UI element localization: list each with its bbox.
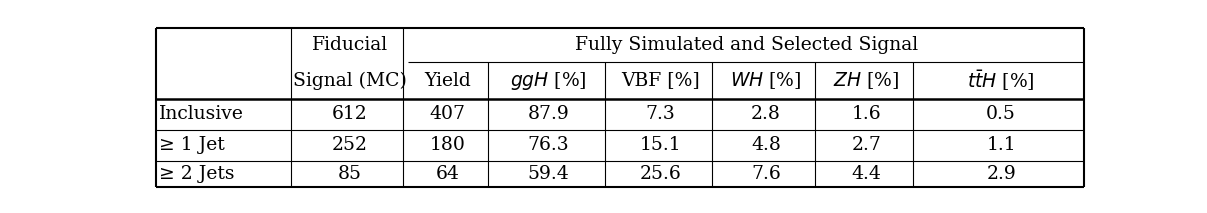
Text: 85: 85 [338,165,362,183]
Text: 4.8: 4.8 [751,136,781,154]
Text: 15.1: 15.1 [640,136,682,154]
Text: 7.6: 7.6 [751,165,781,183]
Text: ≥ 1 Jet: ≥ 1 Jet [159,136,225,154]
Text: 25.6: 25.6 [640,165,682,183]
Text: VBF [%]: VBF [%] [622,72,700,89]
Text: $ZH$ [%]: $ZH$ [%] [833,70,899,91]
Text: 2.8: 2.8 [751,105,781,123]
Text: 612: 612 [332,105,367,123]
Text: 180: 180 [430,136,466,154]
Text: 1.6: 1.6 [852,105,881,123]
Text: 7.3: 7.3 [646,105,676,123]
Text: 64: 64 [436,165,460,183]
Text: Yield: Yield [425,72,471,89]
Text: 1.1: 1.1 [986,136,1016,154]
Text: Inclusive: Inclusive [159,105,244,123]
Text: 0.5: 0.5 [986,105,1016,123]
Text: Signal (MC): Signal (MC) [293,71,407,90]
Text: 76.3: 76.3 [527,136,570,154]
Text: $t\bar{t}H$ [%]: $t\bar{t}H$ [%] [967,68,1034,93]
Text: 407: 407 [430,105,466,123]
Text: 252: 252 [332,136,368,154]
Text: $ggH$ [%]: $ggH$ [%] [511,69,587,92]
Text: 2.7: 2.7 [851,136,881,154]
Text: ≥ 2 Jets: ≥ 2 Jets [159,165,235,183]
Text: Fully Simulated and Selected Signal: Fully Simulated and Selected Signal [575,36,917,54]
Text: 4.4: 4.4 [851,165,881,183]
Text: 87.9: 87.9 [527,105,570,123]
Text: 59.4: 59.4 [527,165,570,183]
Text: $WH$ [%]: $WH$ [%] [730,70,801,91]
Text: 2.9: 2.9 [986,165,1016,183]
Text: Fiducial: Fiducial [311,36,387,54]
